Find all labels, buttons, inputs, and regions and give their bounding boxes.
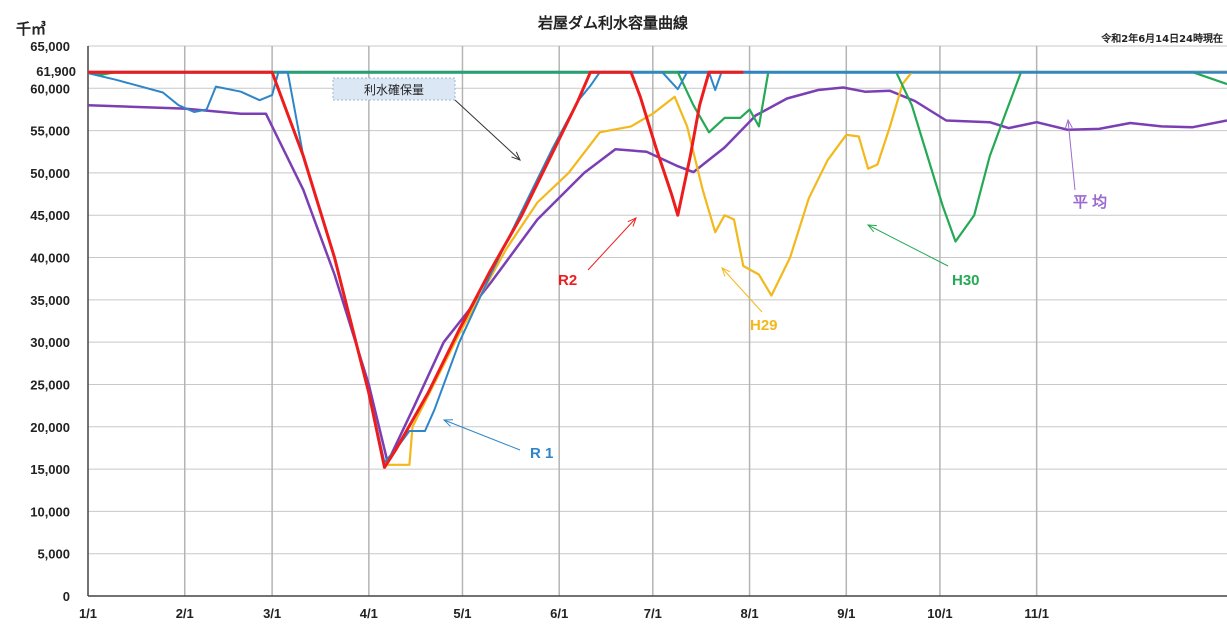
series-line-3	[384, 71, 1227, 466]
annotation-arrow	[454, 99, 521, 161]
annotation-h30: H30	[952, 272, 980, 289]
annotation-arrowhead	[866, 224, 878, 233]
annotation-guarantee: 利水確保量	[364, 82, 424, 97]
y-tick-label: 0	[63, 589, 70, 604]
x-tick-label: 11/1	[1024, 606, 1049, 621]
y-tick-label: 40,000	[30, 251, 70, 266]
capacity-level-label: 61,900	[36, 64, 76, 79]
y-tick-label: 55,000	[30, 124, 70, 139]
x-tick-label: 7/1	[644, 606, 662, 621]
x-axis: 1/1 2/1 3/1 4/1 5/1 6/1 7/1 8/1 9/1 10/1 11/1	[79, 606, 1049, 621]
x-tick-label: 10/1	[927, 606, 952, 621]
x-tick-label: 4/1	[360, 606, 378, 621]
y-tick-label: 5,000	[37, 547, 70, 562]
x-tick-label: 3/1	[263, 606, 281, 621]
series-lines	[87, 70, 1227, 469]
y-tick-label: 65,000	[30, 39, 70, 54]
y-tick-label: 10,000	[30, 504, 70, 519]
annotation-arrowhead	[511, 151, 521, 161]
annotation-average: 平 均	[1073, 193, 1107, 211]
annotation-h29: H29	[750, 317, 778, 334]
annotation-arrow	[867, 224, 949, 267]
x-tick-label: 5/1	[453, 606, 471, 621]
annotation-arrow	[443, 419, 521, 451]
x-tick-label: 6/1	[550, 606, 568, 621]
y-axis: 0 5,000 10,000 15,000 20,000 25,000 30,000 35,0…	[30, 39, 76, 604]
guarantee-callout-box	[332, 77, 456, 101]
annotation-r2: R2	[558, 272, 577, 289]
y-tick-label: 30,000	[30, 335, 70, 350]
y-tick-label: 35,000	[30, 293, 70, 308]
x-tick-label: 2/1	[176, 606, 194, 621]
y-tick-label: 25,000	[30, 377, 70, 392]
y-tick-label: 15,000	[30, 462, 70, 477]
annotation-r1: R 1	[530, 445, 553, 462]
annotation-arrow	[721, 267, 763, 313]
annotation-arrowhead	[442, 419, 454, 427]
annotation-arrow	[587, 217, 637, 271]
as-of-timestamp: 令和2年6月14日24時現在	[1100, 32, 1223, 45]
annotation-arrowhead	[721, 267, 731, 277]
unit-label: 千㎥	[16, 20, 46, 38]
y-tick-label: 50,000	[30, 166, 70, 181]
series-line-5	[88, 70, 744, 469]
chart-title: 岩屋ダム利水容量曲線	[537, 14, 688, 32]
y-tick-label: 60,000	[30, 81, 70, 96]
grid	[87, 45, 1227, 597]
x-tick-label: 8/1	[741, 606, 759, 621]
annotation-arrowhead	[1064, 118, 1073, 129]
annotation-arrowhead	[627, 217, 637, 227]
annotations: 利水確保量 R2 R 1 H29 H30 平 均	[332, 77, 1107, 462]
annotation-arrow	[1067, 119, 1076, 191]
x-tick-label: 1/1	[79, 606, 97, 621]
x-tick-label: 9/1	[837, 606, 855, 621]
y-tick-label: 20,000	[30, 420, 70, 435]
y-tick-label: 45,000	[30, 208, 70, 223]
